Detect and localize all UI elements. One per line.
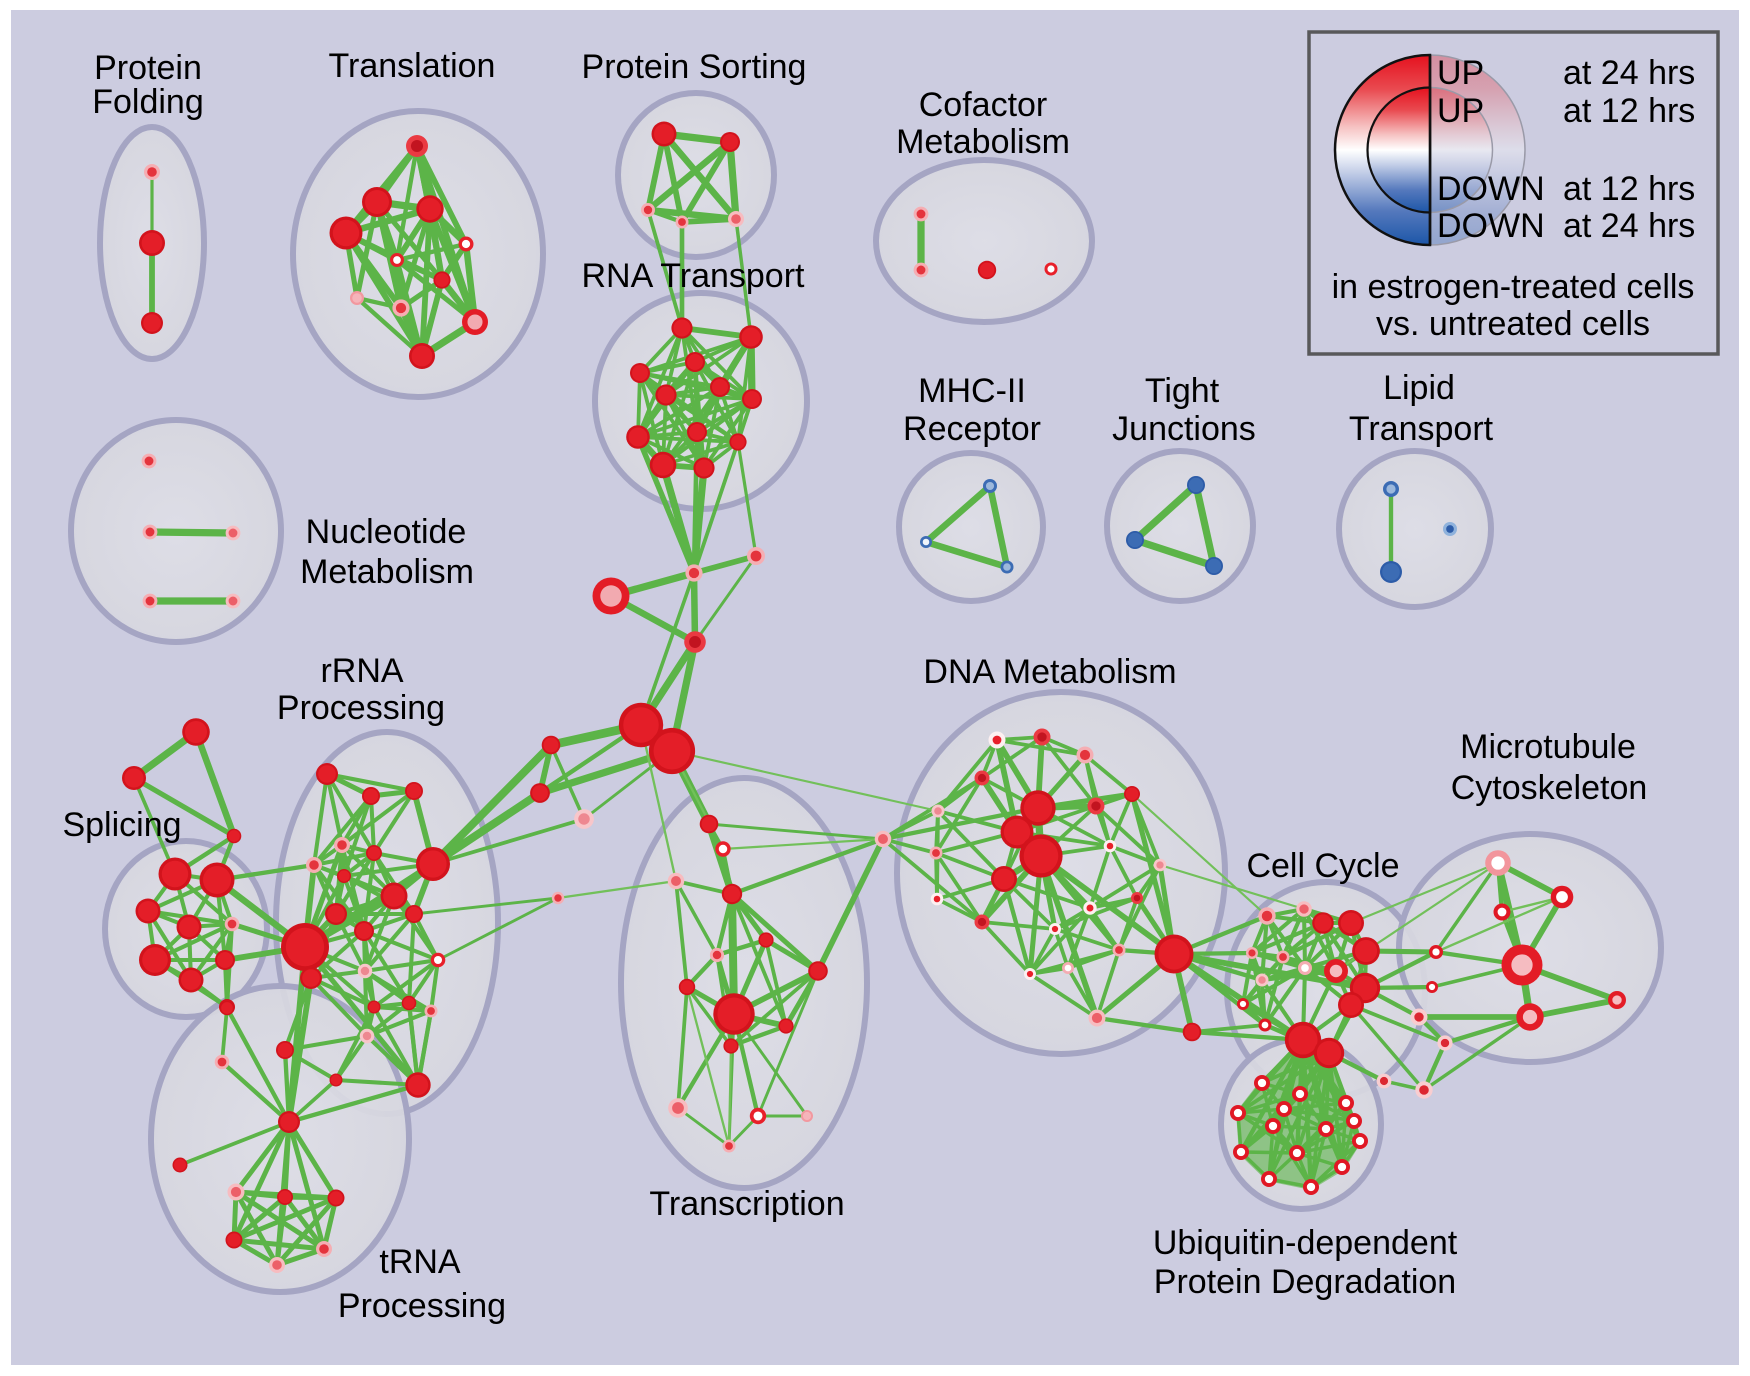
svg-text:at 24 hrs: at 24 hrs xyxy=(1563,54,1695,92)
svg-text:Protein Sorting: Protein Sorting xyxy=(582,48,807,86)
svg-text:Transcription: Transcription xyxy=(649,1185,844,1223)
svg-text:Protein: Protein xyxy=(94,49,202,87)
svg-text:in estrogen-treated cells: in estrogen-treated cells xyxy=(1332,268,1695,306)
svg-text:Splicing: Splicing xyxy=(62,806,181,844)
svg-text:UP: UP xyxy=(1437,92,1484,130)
svg-text:Folding: Folding xyxy=(92,83,204,121)
svg-text:at 12 hrs: at 12 hrs xyxy=(1563,170,1695,208)
svg-text:Transport: Transport xyxy=(1349,410,1494,448)
svg-text:Ubiquitin-dependent: Ubiquitin-dependent xyxy=(1153,1224,1458,1262)
svg-text:Processing: Processing xyxy=(277,689,445,727)
svg-text:at 24 hrs: at 24 hrs xyxy=(1563,207,1695,245)
svg-text:vs. untreated cells: vs. untreated cells xyxy=(1376,305,1650,343)
svg-text:Metabolism: Metabolism xyxy=(896,123,1070,161)
svg-text:at 12 hrs: at 12 hrs xyxy=(1563,92,1695,130)
svg-text:DOWN: DOWN xyxy=(1437,207,1545,245)
svg-text:Processing: Processing xyxy=(338,1287,506,1325)
svg-text:Cytoskeleton: Cytoskeleton xyxy=(1451,769,1648,807)
svg-text:RNA Transport: RNA Transport xyxy=(582,257,806,295)
svg-text:UP: UP xyxy=(1437,54,1484,92)
svg-text:Cell Cycle: Cell Cycle xyxy=(1246,847,1399,885)
svg-text:Lipid: Lipid xyxy=(1383,369,1455,407)
svg-text:Junctions: Junctions xyxy=(1112,410,1256,448)
svg-text:rRNA: rRNA xyxy=(320,652,403,690)
svg-text:Translation: Translation xyxy=(329,47,496,85)
svg-text:Nucleotide: Nucleotide xyxy=(306,513,467,551)
svg-text:tRNA: tRNA xyxy=(379,1243,461,1281)
svg-text:Tight: Tight xyxy=(1145,372,1220,410)
svg-text:Metabolism: Metabolism xyxy=(300,553,474,591)
svg-text:MHC-II: MHC-II xyxy=(918,372,1026,410)
svg-text:Protein Degradation: Protein Degradation xyxy=(1154,1263,1456,1301)
svg-text:DNA Metabolism: DNA Metabolism xyxy=(923,653,1176,691)
svg-text:Microtubule: Microtubule xyxy=(1460,728,1636,766)
svg-text:Receptor: Receptor xyxy=(903,410,1041,448)
svg-text:Cofactor: Cofactor xyxy=(919,86,1048,124)
svg-text:DOWN: DOWN xyxy=(1437,170,1545,208)
